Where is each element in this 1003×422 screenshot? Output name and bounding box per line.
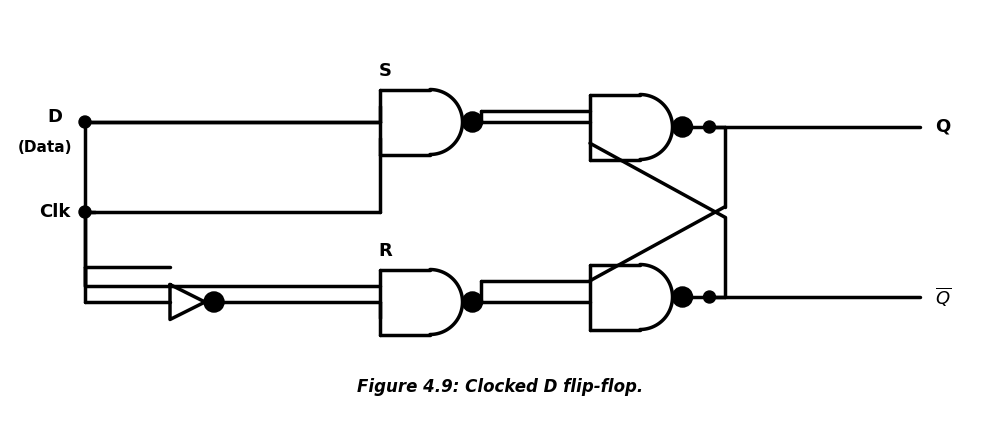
Circle shape: [463, 293, 481, 311]
Text: R: R: [378, 243, 391, 260]
Text: $\overline{Q}$: $\overline{Q}$: [934, 286, 950, 308]
Circle shape: [79, 206, 91, 218]
Circle shape: [463, 113, 481, 131]
Text: Clk: Clk: [39, 203, 70, 221]
Circle shape: [673, 288, 691, 306]
Text: Q: Q: [934, 118, 949, 136]
Text: D: D: [47, 108, 62, 126]
Circle shape: [673, 118, 691, 136]
Text: S: S: [378, 62, 391, 81]
Text: (Data): (Data): [18, 140, 72, 154]
Circle shape: [703, 291, 715, 303]
Circle shape: [703, 121, 715, 133]
Circle shape: [79, 116, 91, 128]
Circle shape: [205, 293, 223, 311]
Text: Figure 4.9: Clocked D flip-flop.: Figure 4.9: Clocked D flip-flop.: [356, 378, 643, 396]
